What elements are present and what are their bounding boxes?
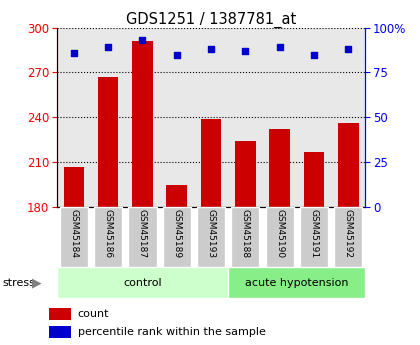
- Point: [139, 37, 146, 43]
- Bar: [231, 207, 260, 267]
- Bar: [235, 141, 256, 207]
- Text: ▶: ▶: [32, 276, 41, 289]
- Bar: [49, 308, 71, 319]
- Bar: [334, 207, 362, 267]
- Bar: [201, 119, 221, 207]
- Point: [173, 52, 180, 57]
- Bar: [94, 207, 122, 267]
- Bar: [269, 129, 290, 207]
- Text: GSM45187: GSM45187: [138, 209, 147, 258]
- Point: [242, 48, 249, 54]
- Title: GDS1251 / 1387781_at: GDS1251 / 1387781_at: [126, 11, 296, 28]
- Bar: [49, 326, 71, 338]
- Bar: [129, 207, 157, 267]
- Text: GSM45189: GSM45189: [172, 209, 181, 258]
- Text: GSM45190: GSM45190: [275, 209, 284, 258]
- Bar: [166, 185, 187, 207]
- Bar: [57, 267, 228, 298]
- Text: control: control: [123, 278, 162, 288]
- Point: [276, 45, 283, 50]
- Text: percentile rank within the sample: percentile rank within the sample: [78, 327, 265, 337]
- Text: count: count: [78, 309, 109, 319]
- Point: [208, 46, 215, 52]
- Text: GSM45184: GSM45184: [69, 209, 79, 258]
- Text: stress: stress: [2, 278, 35, 288]
- Point: [71, 50, 77, 56]
- Bar: [265, 207, 294, 267]
- Bar: [338, 123, 359, 207]
- Text: GSM45192: GSM45192: [344, 209, 353, 258]
- Bar: [300, 207, 328, 267]
- Bar: [228, 267, 365, 298]
- Point: [310, 52, 318, 57]
- Bar: [163, 207, 191, 267]
- Point: [105, 45, 112, 50]
- Text: acute hypotension: acute hypotension: [245, 278, 349, 288]
- Bar: [60, 207, 88, 267]
- Text: GSM45188: GSM45188: [241, 209, 250, 258]
- Text: GSM45193: GSM45193: [207, 209, 215, 258]
- Bar: [197, 207, 225, 267]
- Bar: [63, 167, 84, 207]
- Bar: [98, 77, 118, 207]
- Text: GSM45191: GSM45191: [310, 209, 318, 258]
- Point: [345, 46, 352, 52]
- Bar: [132, 41, 153, 207]
- Bar: [304, 152, 324, 207]
- Text: GSM45186: GSM45186: [104, 209, 113, 258]
